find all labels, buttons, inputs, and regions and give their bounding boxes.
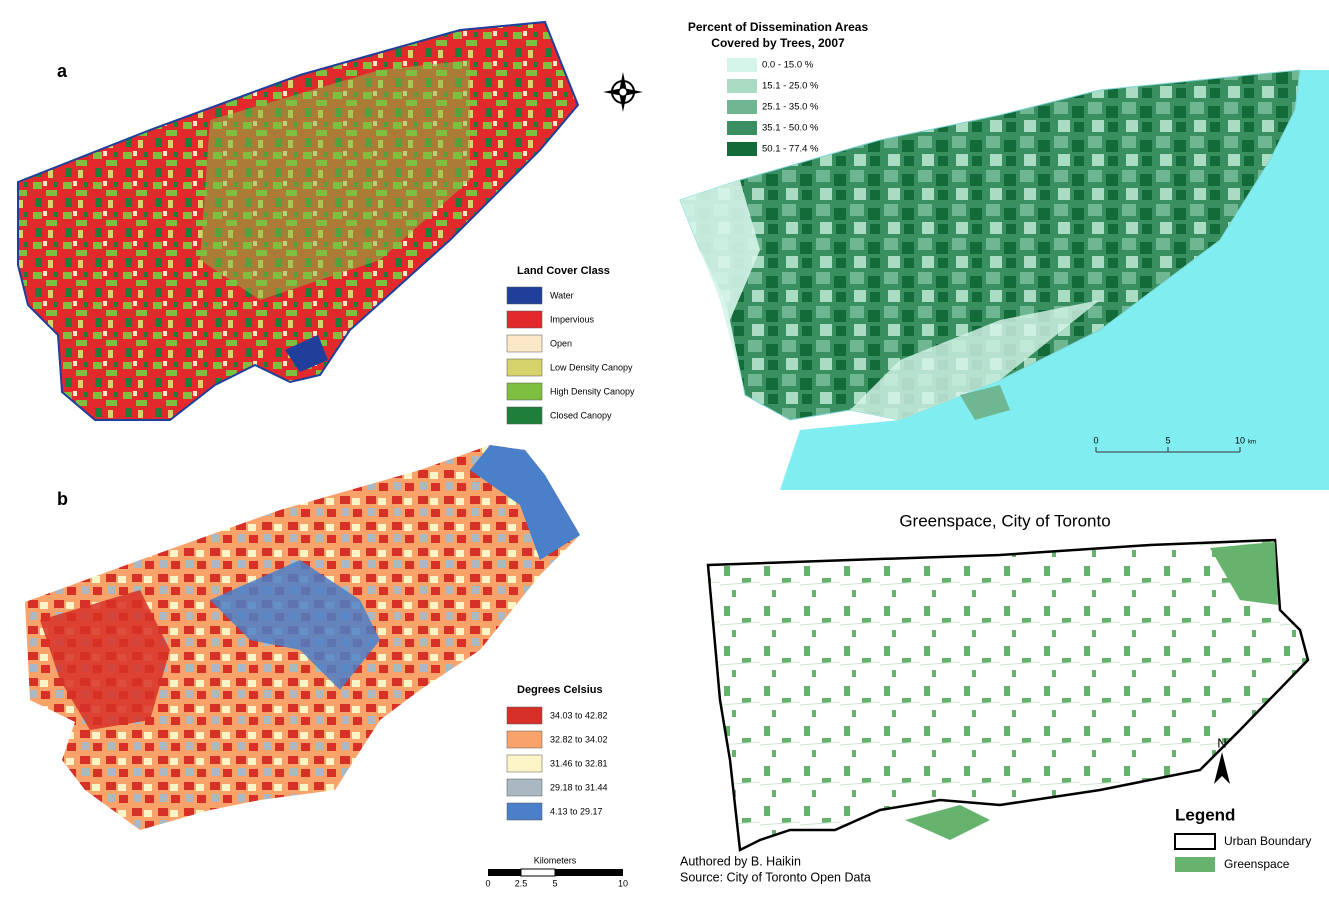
legend-swatch — [506, 802, 543, 821]
legend-label: Open — [550, 338, 572, 348]
legend-swatch — [727, 142, 757, 156]
legend-label: 31.46 to 32.81 — [550, 758, 608, 768]
legend: Land Cover Class Water Impervious Open Low D… — [506, 265, 635, 425]
legend-label: Low Density Canopy — [550, 362, 633, 372]
scale-segment — [555, 869, 623, 876]
scale-label: 10 — [618, 878, 628, 888]
legend: Percent of Dissemination Areas Covered by… — [688, 20, 869, 156]
panel-a: a Land Cover Class Water Impervious Open Low… — [17, 20, 643, 425]
legend-swatch — [727, 58, 757, 72]
scale-label: 0 — [1093, 435, 1098, 445]
credits: Authored by B. Haikin Source: City of Tor… — [680, 854, 871, 884]
water-bay — [285, 335, 328, 372]
scale-segment — [488, 869, 521, 876]
legend-swatch — [506, 730, 543, 749]
hot-zone — [40, 590, 170, 730]
legend-swatch — [727, 100, 757, 114]
legend-swatch — [506, 334, 543, 353]
legend-swatch — [727, 79, 757, 93]
greenspace-block — [905, 805, 990, 840]
low-cover — [850, 300, 1100, 420]
panel-label: a — [57, 61, 68, 81]
legend-label: 34.03 to 42.82 — [550, 710, 608, 720]
legend-swatch — [1175, 857, 1215, 872]
credit-line: Source: City of Toronto Open Data — [680, 870, 871, 884]
legend-label: 0.0 - 15.0 % — [762, 60, 814, 71]
legend-label: Urban Boundary — [1224, 834, 1311, 848]
legend-label: Greenspace — [1224, 857, 1290, 871]
legend-title: Degrees Celsius — [517, 684, 603, 696]
legend-title: Percent of Dissemination Areas — [688, 20, 869, 34]
legend-label: Closed Canopy — [550, 410, 612, 420]
legend-label: 50.1 - 77.4 % — [762, 144, 819, 155]
scale-title: Kilometers — [534, 855, 577, 865]
cool-valley — [210, 560, 380, 690]
map-title: Greenspace, City of Toronto — [899, 511, 1110, 530]
legend-label: Impervious — [550, 314, 595, 324]
water — [780, 70, 1329, 490]
legend-label: 4.13 to 29.17 — [550, 806, 603, 816]
legend-label: 35.1 - 50.0 % — [762, 123, 819, 134]
island — [960, 385, 1010, 420]
greenspace-block — [1210, 542, 1278, 605]
legend-swatch — [506, 778, 543, 797]
panel-label: b — [57, 489, 68, 509]
scale-label: 5 — [1165, 435, 1170, 445]
scale-label: 2.5 — [515, 878, 528, 888]
legend-swatch — [506, 406, 543, 425]
scale-unit: km — [1248, 440, 1256, 446]
legend-swatch — [506, 754, 543, 773]
legend-label: High Density Canopy — [550, 386, 635, 396]
legend-label: Water — [550, 290, 574, 300]
scale-label: 10 — [1235, 435, 1245, 445]
credit-line: Authored by B. Haikin — [680, 854, 801, 868]
cool-zone — [470, 445, 580, 560]
legend-label: 32.82 to 34.02 — [550, 734, 608, 744]
north-arrow: N — [1214, 735, 1230, 784]
legend-label: 25.1 - 35.0 % — [762, 102, 819, 113]
legend-swatch — [506, 382, 543, 401]
scale-label: 0 — [485, 878, 490, 888]
legend-swatch — [727, 121, 757, 135]
compass-rose — [603, 72, 643, 112]
legend-title: Legend — [1175, 805, 1235, 824]
green-core — [200, 60, 470, 300]
legend-label: 15.1 - 25.0 % — [762, 81, 819, 92]
legend-title: Covered by Trees, 2007 — [711, 36, 845, 50]
low-cover — [680, 180, 760, 395]
scale-label: 5 — [552, 878, 557, 888]
legend-swatch — [506, 286, 543, 305]
scale-bar: 0 5 10 km — [1093, 435, 1256, 453]
panel-d: Greenspace, City of Toronto N Legend Urba… — [680, 511, 1311, 884]
panel-c: Percent of Dissemination Areas Covered by… — [679, 20, 1329, 490]
panel-b: b Degrees Celsius 34.03 to 42.82 32.82 to … — [25, 445, 628, 888]
scale-segment — [520, 868, 556, 877]
legend-swatch — [506, 358, 543, 377]
legend: Degrees Celsius 34.03 to 42.82 32.82 to 34… — [506, 684, 608, 821]
legend-swatch — [1174, 833, 1216, 850]
legend-swatch — [506, 706, 543, 725]
greenspace-map — [706, 538, 1310, 852]
legend: Legend Urban Boundary Greenspace — [1174, 805, 1311, 872]
legend-swatch — [506, 310, 543, 329]
north-label: N — [1217, 735, 1226, 750]
legend-label: 29.18 to 31.44 — [550, 782, 608, 792]
legend-title: Land Cover Class — [517, 265, 610, 277]
scale-bar: Kilometers 0 2.5 5 10 — [485, 855, 628, 888]
